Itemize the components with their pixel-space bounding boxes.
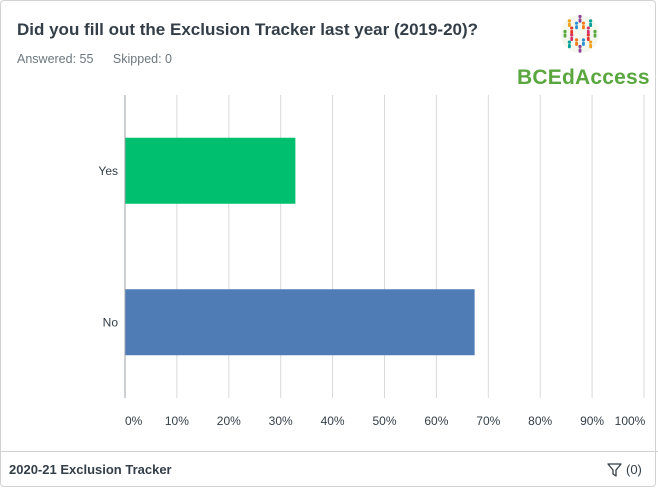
- logo-figure-head: [589, 40, 593, 44]
- logo-figure-head: [581, 38, 586, 42]
- x-tick-label: 60%: [424, 414, 448, 428]
- x-tick-label: 0%: [125, 414, 143, 428]
- bar-yes: [125, 137, 296, 204]
- x-tick-label: 30%: [269, 414, 293, 428]
- logo-figure-body: [563, 33, 567, 38]
- people-circle-logo-icon: [561, 14, 599, 53]
- logo-figure-head: [578, 14, 582, 19]
- footer-divider: [0, 451, 658, 452]
- logo-figure-body: [589, 22, 593, 27]
- filter-button[interactable]: (0): [607, 462, 642, 477]
- logo-figure-body: [575, 25, 578, 30]
- logo-figure-head: [574, 38, 579, 42]
- logo-figure-head: [581, 21, 586, 25]
- logo-figure-head: [574, 21, 579, 25]
- x-tick-label: 70%: [476, 414, 500, 428]
- x-tick-label: 50%: [372, 414, 396, 428]
- logo-figure-body: [578, 18, 582, 23]
- bar-chart: 0% 10% 20% 30% 40% 50% 60% 70% 80% 90% 100% Yes No: [98, 95, 646, 428]
- answered-count: Answered: 55: [17, 52, 94, 66]
- logo-figure-head: [586, 33, 590, 37]
- logo-figure-body: [570, 36, 574, 42]
- logo-figure-head: [589, 19, 593, 23]
- skipped-count: Skipped: 0: [112, 52, 172, 66]
- x-tick-label: 100%: [615, 414, 646, 428]
- category-label: No: [103, 315, 119, 329]
- logo-figure-head: [567, 40, 571, 44]
- logo-figure-head: [593, 29, 597, 34]
- logo-figure-body: [575, 41, 578, 46]
- response-summary: Answered: 55 Skipped: 0: [17, 52, 188, 66]
- logo-figure-head: [570, 26, 574, 30]
- logo-figure-head: [563, 29, 567, 34]
- logo-figure-body: [570, 29, 574, 35]
- logo-figure-head: [586, 26, 590, 30]
- brand-name: BCEdAccess: [517, 66, 650, 89]
- survey-name: 2020-21 Exclusion Tracker: [9, 462, 172, 477]
- logo-figure-body: [567, 44, 571, 49]
- logo-figure-body: [593, 33, 597, 38]
- bar-no: [125, 289, 475, 356]
- logo-figure-body: [578, 48, 582, 53]
- x-tick-label: 90%: [580, 414, 604, 428]
- x-tick-label: 10%: [165, 414, 189, 428]
- category-label: Yes: [98, 164, 118, 178]
- logo-figure-body: [582, 25, 585, 30]
- question-title: Did you fill out the Exclusion Tracker l…: [17, 20, 479, 39]
- logo-figure-body: [582, 41, 585, 46]
- logo-figure-head: [570, 33, 574, 37]
- logo-figure-body: [586, 36, 590, 42]
- logo-figure-body: [589, 44, 593, 49]
- logo-figure-head: [567, 19, 571, 23]
- logo-figure-body: [586, 29, 590, 35]
- logo-figure-head: [578, 44, 582, 49]
- logo-figure-body: [567, 22, 571, 27]
- x-tick-label: 40%: [321, 414, 345, 428]
- filter-count: (0): [626, 462, 642, 477]
- x-tick-label: 20%: [217, 414, 241, 428]
- x-tick-label: 80%: [528, 414, 552, 428]
- filter-icon: [607, 462, 622, 477]
